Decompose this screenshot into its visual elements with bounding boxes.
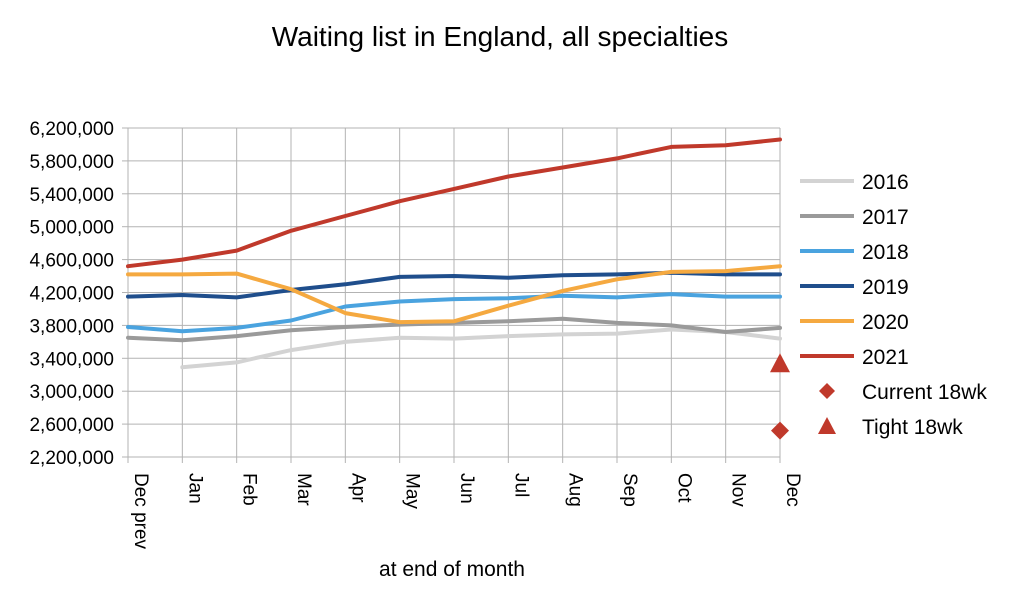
series-line-2020 <box>126 264 782 325</box>
x-tick-label: Jul <box>510 473 531 497</box>
legend-label: 2016 <box>862 171 909 194</box>
x-tick-label: Jan <box>184 473 205 504</box>
x-tick-label: Mar <box>293 473 314 506</box>
series-line-2016 <box>180 327 782 370</box>
x-tick-label: Nov <box>728 473 749 507</box>
legend-label: 2019 <box>862 276 909 299</box>
legend-marker-triangle <box>818 417 836 434</box>
series-line-2021 <box>126 137 782 269</box>
y-tick-label: 3,800,000 <box>29 316 114 337</box>
x-tick-label: Oct <box>673 473 694 503</box>
legend-label: 2018 <box>862 241 909 264</box>
legend-label: 2021 <box>862 346 909 369</box>
y-tick-label: 4,600,000 <box>29 251 114 272</box>
x-tick-label: Dec prev <box>130 473 151 550</box>
y-tick-label: 5,400,000 <box>29 185 114 206</box>
y-tick-label: 3,000,000 <box>29 382 114 403</box>
y-tick-label: 4,200,000 <box>29 284 114 305</box>
legend-label: 2020 <box>862 311 909 334</box>
y-tick-label: 6,200,000 <box>29 119 114 140</box>
grid <box>122 127 781 463</box>
x-tick-label: Sep <box>619 473 640 507</box>
legend-label: 2017 <box>862 206 909 229</box>
y-axis-ticks: 2,200,000 2,600,000 3,000,000 3,400,000 3,80… <box>29 119 114 469</box>
x-tick-label: Feb <box>239 473 260 506</box>
y-tick-label: 5,800,000 <box>29 152 114 173</box>
legend-label: Current 18wk <box>862 381 987 404</box>
y-tick-label: 2,600,000 <box>29 415 114 436</box>
legend-marker-diamond <box>819 383 835 399</box>
markers <box>770 353 790 440</box>
x-tick-label: May <box>402 473 423 509</box>
series-lines <box>126 137 782 370</box>
y-tick-label: 5,000,000 <box>29 218 114 239</box>
x-axis-label: at end of month <box>379 558 525 581</box>
y-tick-label: 2,200,000 <box>29 448 114 469</box>
y-tick-label: 3,400,000 <box>29 349 114 370</box>
legend: 2016 2017 2018 2019 2020 2021 Current 18wk Tigh… <box>800 171 987 439</box>
series-line-2018 <box>126 292 782 334</box>
legend-label: Tight 18wk <box>862 416 963 439</box>
chart-title: Waiting list in England, all specialties <box>272 21 729 52</box>
x-axis-ticks: Dec prev Jan Feb Mar Apr May Jun Jul Aug Sep Oct No… <box>130 473 803 550</box>
x-tick-label: Apr <box>347 473 368 503</box>
marker-tight-18wk <box>770 353 790 373</box>
marker-current-18wk <box>771 421 789 440</box>
x-tick-label: Aug <box>565 473 586 507</box>
x-tick-label: Jun <box>456 473 477 504</box>
x-tick-label: Dec <box>782 473 803 507</box>
